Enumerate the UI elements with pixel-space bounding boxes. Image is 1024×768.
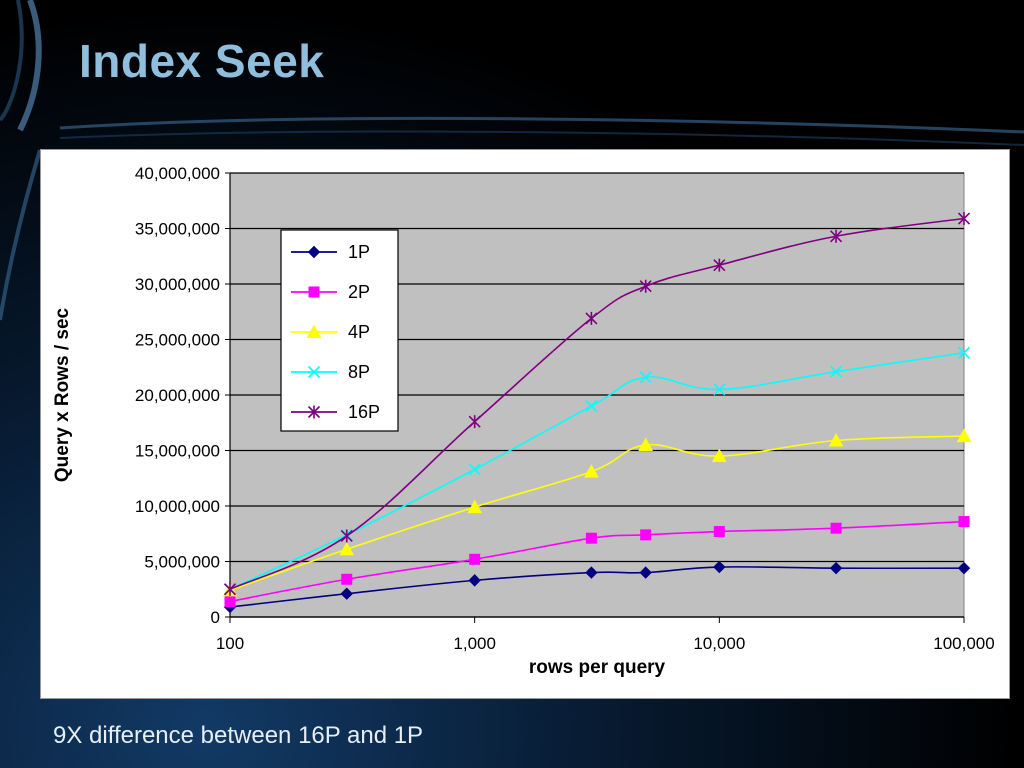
data-point bbox=[830, 229, 843, 243]
y-tick-label: 25,000,000 bbox=[135, 331, 220, 350]
series-1p bbox=[223, 560, 971, 614]
y-tick-label: 30,000,000 bbox=[135, 275, 220, 294]
data-point bbox=[339, 541, 355, 556]
data-point bbox=[584, 464, 599, 478]
y-tick-label: 40,000,000 bbox=[135, 164, 220, 183]
data-point bbox=[639, 566, 652, 579]
data-point bbox=[468, 415, 481, 429]
series-4p bbox=[222, 428, 972, 597]
data-point bbox=[713, 383, 726, 396]
series-2p bbox=[224, 516, 970, 607]
legend-item: 2P bbox=[291, 282, 370, 302]
data-point bbox=[585, 400, 598, 413]
legend-box bbox=[280, 229, 399, 432]
slide-caption: 9X difference between 16P and 1P bbox=[53, 722, 424, 749]
data-point bbox=[711, 448, 727, 463]
line-chart: 0 5,000,000 10,000,000 15,000,000 20,000,000… bbox=[52, 164, 995, 678]
data-point bbox=[639, 371, 652, 384]
legend-label: 8P bbox=[348, 362, 370, 382]
y-tick-label: 20,000,000 bbox=[135, 386, 220, 405]
legend-marker bbox=[306, 324, 322, 338]
x-tick-label: 100 bbox=[216, 634, 244, 653]
data-point bbox=[713, 526, 725, 538]
data-point bbox=[956, 428, 972, 443]
y-tick-label: 0 bbox=[211, 608, 220, 627]
legend-label: 1P bbox=[348, 242, 370, 262]
legend-label: 2P bbox=[348, 282, 370, 302]
legend-marker bbox=[307, 405, 321, 419]
legend: 1P 2P 4P 8P 16P bbox=[280, 229, 399, 432]
legend-marker bbox=[307, 245, 321, 259]
x-tick-label: 1,000 bbox=[453, 634, 496, 653]
series-16p bbox=[223, 212, 971, 596]
legend-item: 1P bbox=[291, 242, 370, 262]
y-axis-title: Query x Rows / sec bbox=[52, 307, 73, 482]
legend-label: 16P bbox=[348, 402, 380, 422]
y-tick-label: 10,000,000 bbox=[135, 497, 220, 516]
data-point bbox=[713, 258, 726, 272]
y-tick-label: 15,000,000 bbox=[135, 442, 220, 461]
legend-item: 8P bbox=[291, 362, 370, 382]
y-tick-label: 35,000,000 bbox=[135, 220, 220, 239]
data-point bbox=[341, 573, 353, 585]
data-point bbox=[223, 582, 237, 596]
chart-frame: 0 5,000,000 10,000,000 15,000,000 20,000,000… bbox=[40, 149, 1010, 699]
x-axis-title: rows per query bbox=[529, 657, 666, 678]
x-tick-label: 10,000 bbox=[693, 634, 745, 653]
slide-title: Index Seek bbox=[79, 35, 325, 87]
legend-label: 4P bbox=[348, 322, 370, 342]
data-point bbox=[957, 561, 971, 575]
data-point bbox=[829, 561, 843, 575]
data-point bbox=[585, 311, 598, 325]
data-point bbox=[830, 365, 843, 378]
data-point bbox=[640, 529, 652, 541]
data-point bbox=[585, 566, 598, 579]
data-point bbox=[468, 463, 481, 476]
data-point bbox=[957, 212, 971, 226]
legend-marker bbox=[308, 286, 320, 298]
x-tick-label: 100,000 bbox=[933, 634, 994, 653]
data-point bbox=[340, 587, 353, 600]
legend-item: 16P bbox=[291, 402, 380, 422]
data-point bbox=[828, 432, 844, 447]
data-point bbox=[585, 532, 597, 544]
legend-item: 4P bbox=[291, 322, 370, 342]
data-point bbox=[957, 346, 971, 359]
data-point bbox=[830, 522, 842, 534]
data-point bbox=[713, 560, 726, 574]
legend-marker bbox=[307, 365, 321, 379]
series-line bbox=[229, 217, 965, 590]
y-tick-label: 5,000,000 bbox=[144, 553, 220, 572]
data-point bbox=[639, 279, 652, 293]
data-point bbox=[224, 595, 236, 607]
data-point bbox=[340, 529, 353, 543]
data-point bbox=[468, 574, 481, 587]
data-point bbox=[467, 499, 483, 514]
data-point bbox=[469, 553, 481, 565]
data-point bbox=[638, 437, 654, 451]
data-point bbox=[958, 516, 970, 528]
